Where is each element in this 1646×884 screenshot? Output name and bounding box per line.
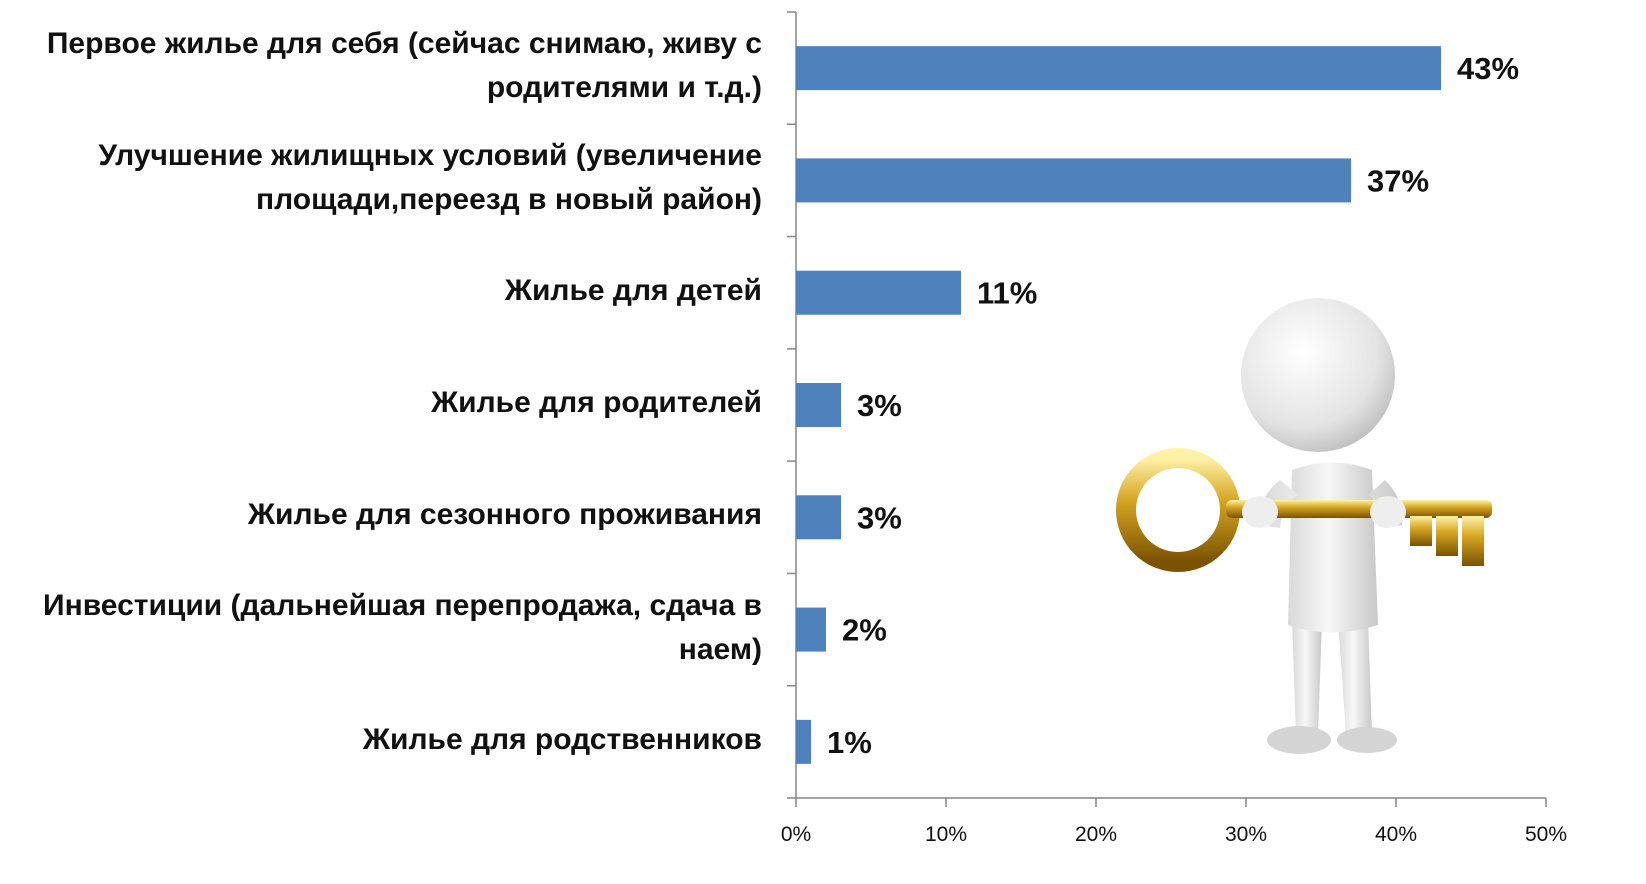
category-label-line: Жилье для родственников [362, 722, 762, 756]
x-tick-label: 20% [1075, 823, 1117, 846]
person-holding-key-illustration [1116, 298, 1492, 754]
category-label-line: Жилье для детей [504, 273, 762, 307]
category-label-line: Жилье для сезонного проживания [247, 498, 762, 532]
figure-left-hand [1242, 496, 1278, 528]
data-label: 2% [842, 613, 887, 648]
x-tick-label: 10% [925, 823, 967, 846]
x-tick-label: 40% [1375, 823, 1417, 846]
category-label: Первое жилье для себя (сейчас снимаю, жи… [0, 22, 762, 110]
figure-legs [1267, 620, 1397, 754]
data-label: 1% [827, 725, 872, 760]
category-label-line: родителями и т.д.) [486, 71, 762, 105]
bar [796, 270, 961, 315]
data-label: 3% [857, 388, 902, 423]
category-label: Жилье для родственников [0, 718, 762, 762]
category-label: Улучшение жилищных условий (увеличение пл… [0, 134, 762, 222]
data-label: 11% [977, 276, 1037, 311]
bar [796, 158, 1351, 203]
category-label-line: Инвестиции (дальнейшая перепродажа, сдач… [43, 588, 762, 622]
data-label: 3% [857, 500, 902, 535]
x-axis-ticks: 0% 10% 20% 30% 40% 50% [781, 798, 1567, 846]
bar [796, 607, 826, 652]
bar [796, 383, 841, 427]
x-tick-label: 50% [1525, 823, 1567, 846]
bar [796, 46, 1441, 91]
category-label-line: площади,переезд в новый район) [255, 183, 762, 217]
x-tick-label: 0% [781, 823, 811, 846]
figure-torso [1288, 462, 1378, 633]
category-label: Жилье для детей [0, 269, 762, 313]
category-label-line: наем) [678, 632, 762, 666]
bars [796, 46, 1441, 764]
data-label: 37% [1367, 163, 1429, 198]
category-label-line: Первое жилье для себя (сейчас снимаю, жи… [46, 27, 762, 61]
x-tick-label: 30% [1225, 823, 1267, 846]
bar [796, 719, 811, 764]
value-labels: 43% 37% 11% 3% 3% 2% 1% [827, 51, 1519, 760]
bar [796, 495, 841, 540]
golden-key-icon [1116, 448, 1492, 572]
category-label: Инвестиции (дальнейшая перепродажа, сдач… [0, 584, 762, 672]
data-label: 43% [1457, 51, 1519, 86]
category-label-line: Улучшение жилищных условий (увеличение [98, 139, 762, 173]
figure-right-hand [1370, 496, 1406, 528]
category-label: Жилье для родителей [0, 381, 762, 425]
figure-head [1241, 298, 1395, 452]
category-label-line: Жилье для родителей [431, 386, 762, 419]
category-label: Жилье для сезонного проживания [0, 493, 762, 537]
